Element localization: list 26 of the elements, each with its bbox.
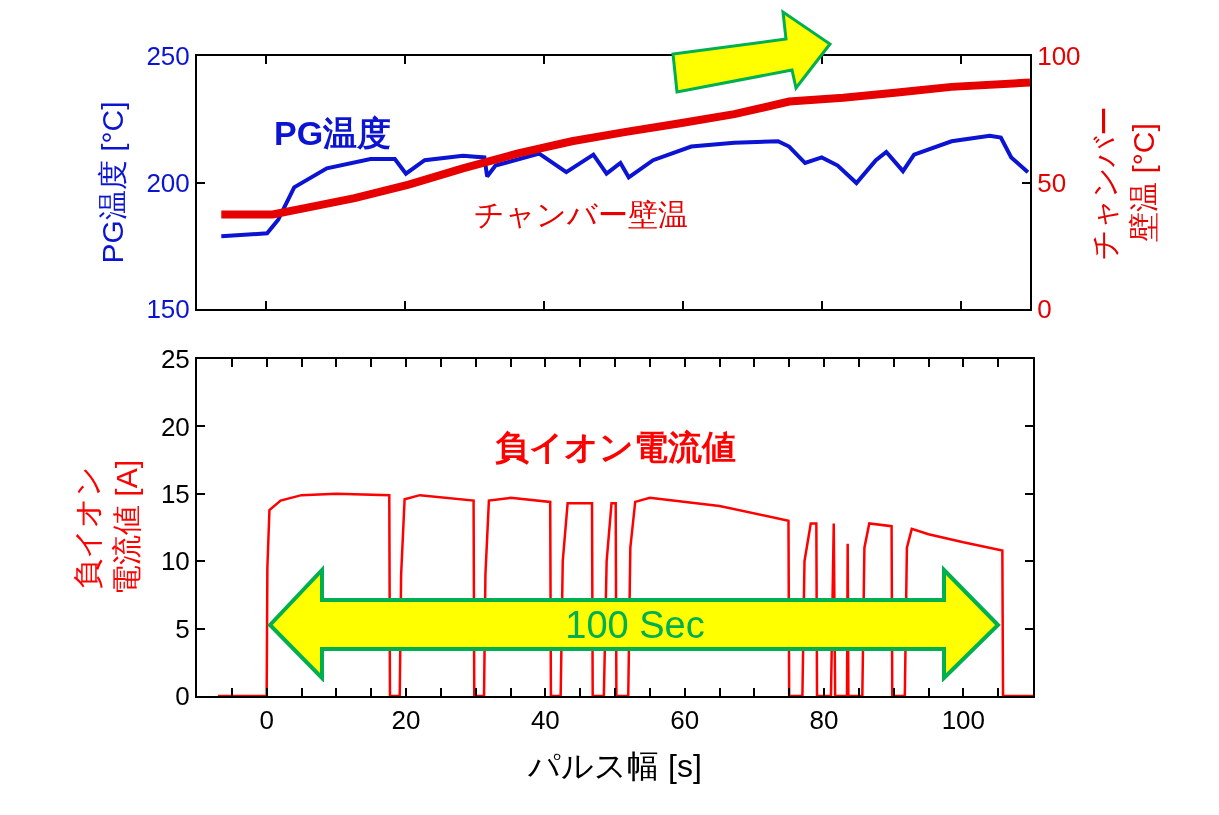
y2-tick-label: 50 [1037, 167, 1067, 198]
annotation: 100 Sec [565, 603, 705, 647]
series-label: PG温度 [274, 114, 392, 152]
y-tick-label: 0 [175, 681, 190, 712]
x-tick-label: 80 [809, 705, 839, 736]
y2-tick-label: 0 [1037, 294, 1052, 325]
y-tick-label: 200 [146, 167, 190, 198]
x-tick-label: 20 [391, 705, 421, 736]
series-label: 負イオン電流値 [495, 428, 736, 466]
y-tick-label: 20 [160, 411, 190, 442]
y2-axis-title: チャンバー壁温 [°C] [1087, 105, 1160, 260]
y-tick-label: 150 [146, 294, 190, 325]
y2-tick-label: 100 [1037, 41, 1081, 72]
series-label: チャンバー壁温 [474, 198, 688, 231]
y-axis-title: 負イオン電流値 [A] [71, 459, 144, 596]
x-axis-title: パルス幅 [s] [527, 747, 702, 784]
y-axis-title: PG温度 [°C] [95, 101, 129, 264]
y-tick-label: 10 [160, 546, 190, 577]
x-tick-label: 40 [530, 705, 560, 736]
x-tick-label: 100 [941, 705, 986, 736]
y-tick-label: 5 [175, 613, 190, 644]
x-tick-label: 0 [259, 705, 274, 736]
y-tick-label: 25 [160, 344, 190, 375]
y-tick-label: 250 [146, 41, 190, 72]
x-tick-label: 60 [670, 705, 700, 736]
y-tick-label: 15 [160, 478, 190, 509]
